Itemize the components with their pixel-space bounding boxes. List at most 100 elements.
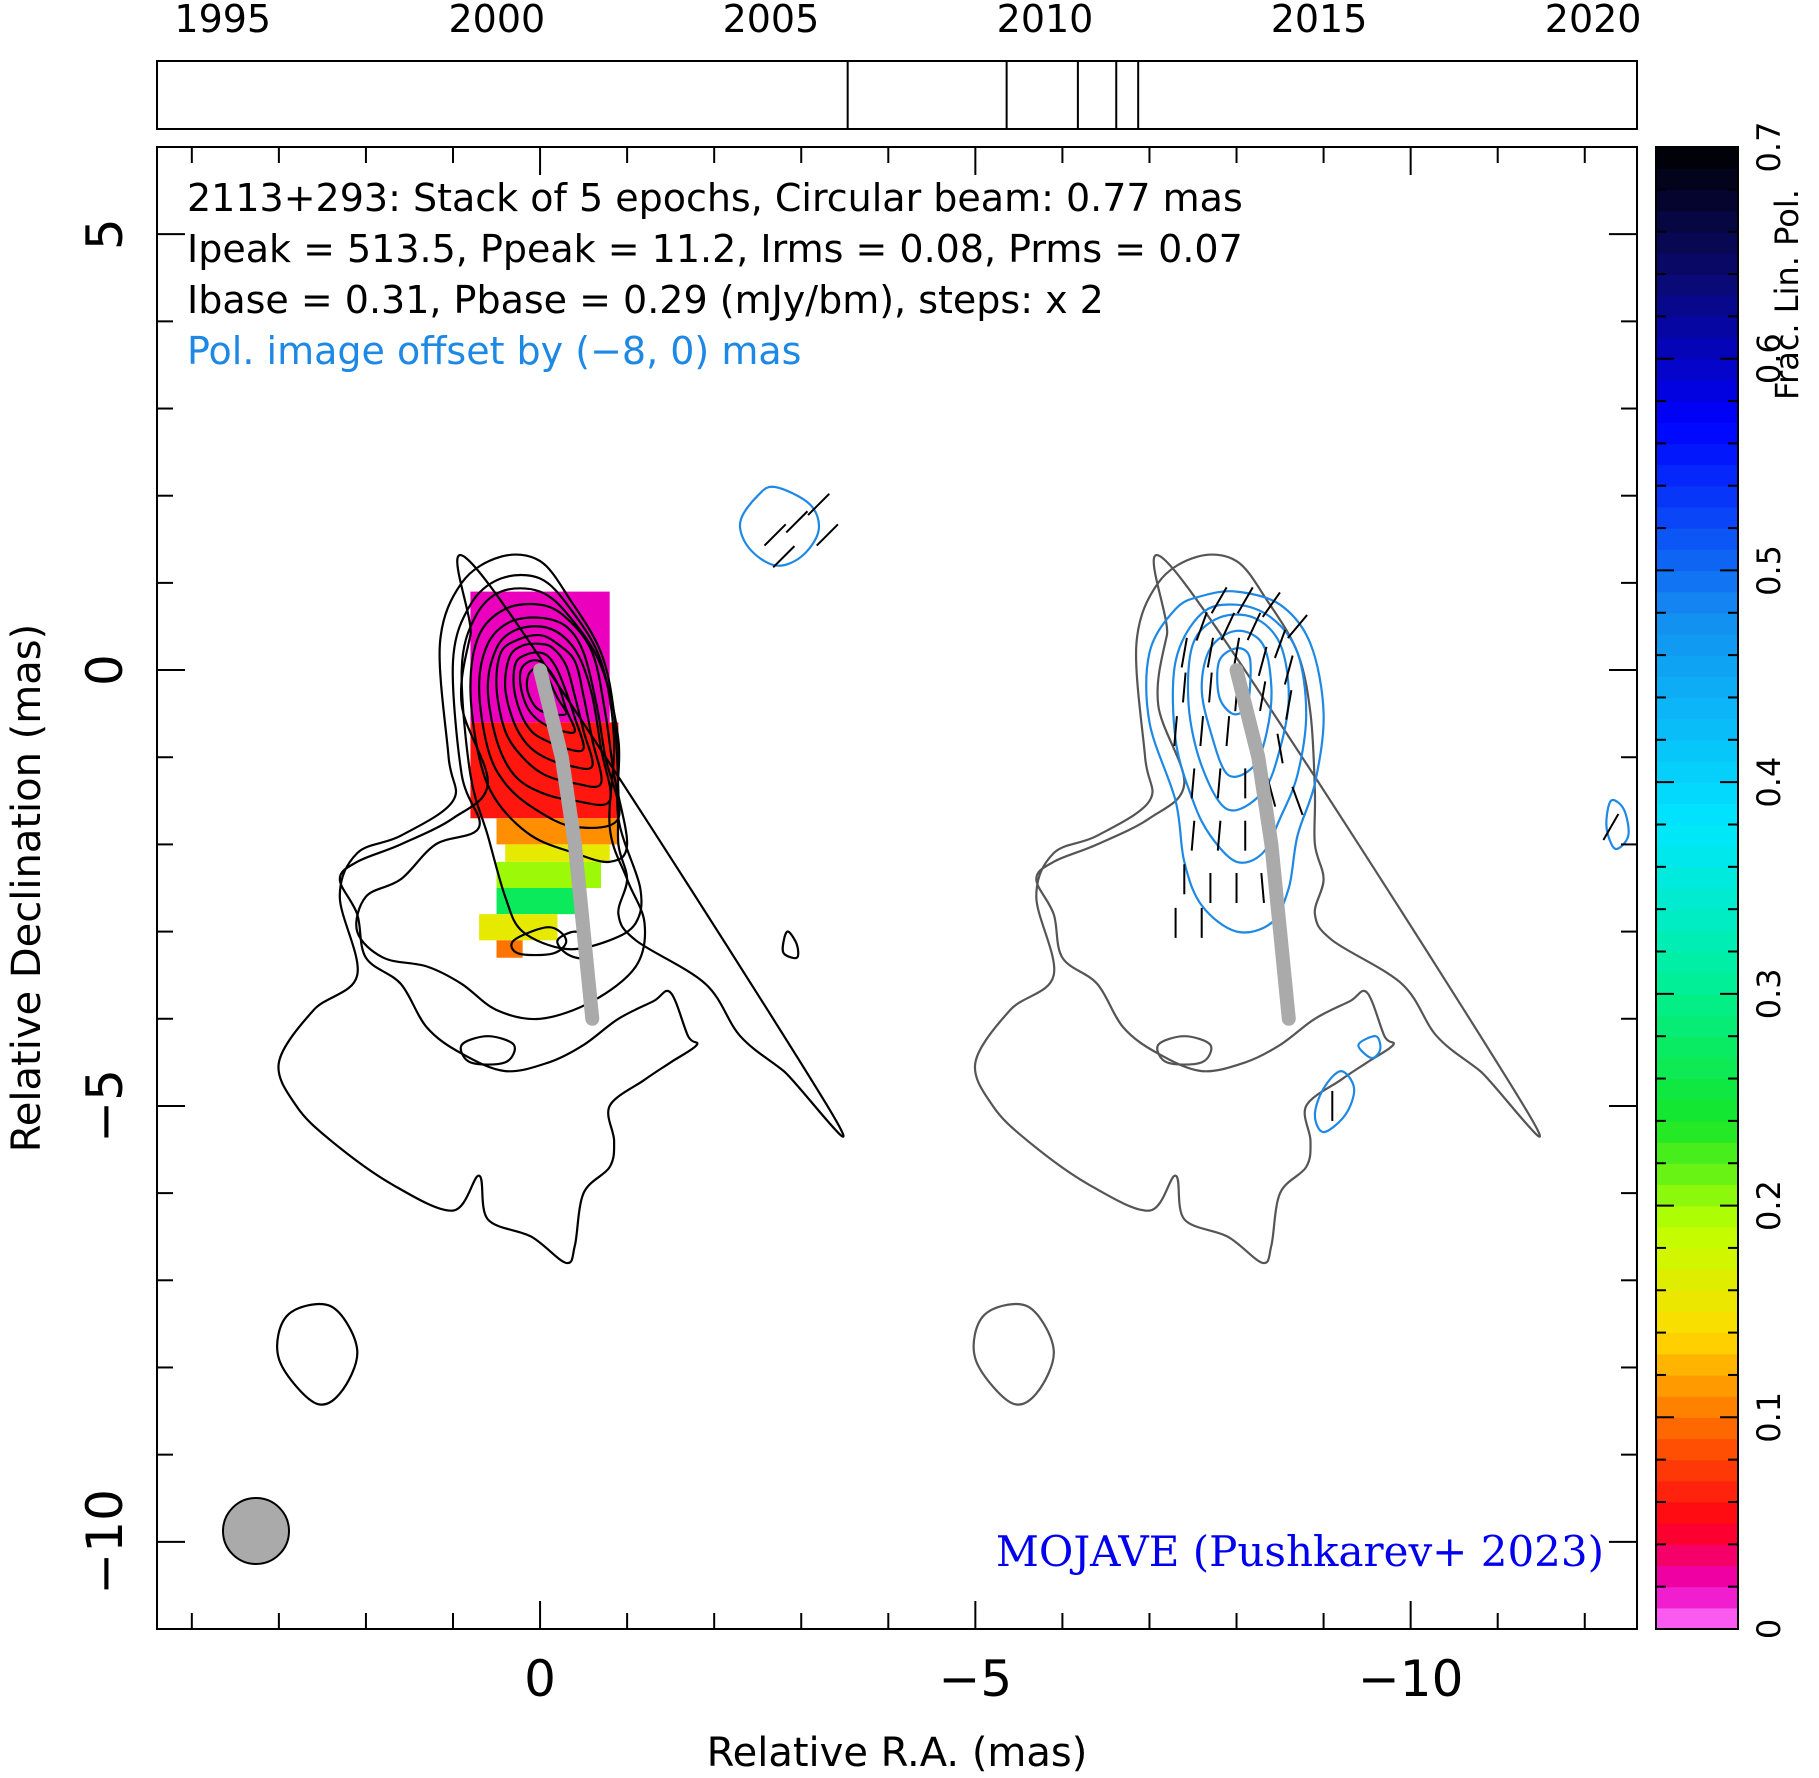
colorbar-band xyxy=(1656,930,1738,953)
colorbar-band xyxy=(1656,1565,1738,1588)
evpa-vector xyxy=(1210,586,1228,614)
colorbar-band xyxy=(1656,231,1738,254)
y-tick-label: 0 xyxy=(76,654,134,686)
colorbar: 0 0.1 0.2 0.3 0.4 0.5 0.6 0.7 Frac. Lin. Pol. xyxy=(1655,122,1806,1639)
colorbar-tick-label: 0.5 xyxy=(1750,545,1788,596)
colorbar-band xyxy=(1656,1015,1738,1037)
evpa-vector xyxy=(1220,612,1236,641)
timeline-frame xyxy=(156,60,1638,130)
evpa-vector xyxy=(1257,646,1268,677)
colorbar-band xyxy=(1656,1459,1738,1482)
colorbar-band xyxy=(1656,1311,1738,1334)
y-axis-label: Relative Declination (mas) xyxy=(4,624,50,1152)
colorbar-tick-label: 0.4 xyxy=(1750,757,1788,808)
colorbar-band xyxy=(1656,803,1738,826)
evpa-vector xyxy=(1273,629,1287,659)
evpa-vector xyxy=(1291,786,1304,816)
intensity-contours xyxy=(276,553,845,1406)
ridge-lines xyxy=(533,663,1296,1026)
y-tick-label: −5 xyxy=(76,1069,134,1143)
y-tick-label: −10 xyxy=(76,1489,134,1595)
evpa-vector xyxy=(816,523,839,547)
colorbar-band xyxy=(1656,1501,1738,1524)
colorbar-band xyxy=(1656,909,1738,931)
offset-note: Pol. image offset by (−8, 0) mas xyxy=(187,329,801,373)
intensity-contour xyxy=(486,625,612,807)
intensity-contour xyxy=(460,587,643,951)
beam-ellipse xyxy=(222,1497,290,1565)
evpa-vector xyxy=(1199,716,1205,747)
evpa-vector xyxy=(1180,637,1188,668)
evpa-vector xyxy=(1259,681,1267,712)
colorbar-band xyxy=(1656,506,1738,529)
colorbar-band xyxy=(1656,274,1738,296)
polarization-contour-island xyxy=(1357,1035,1382,1060)
colorbar-band xyxy=(1656,888,1738,910)
evpa-vector xyxy=(1190,820,1196,851)
y-tick-label: 5 xyxy=(76,218,134,250)
colorbar-band xyxy=(1656,591,1738,614)
header-line-3: Ibase = 0.31, Pbase = 0.29 (mJy/bm), ste… xyxy=(187,278,1104,322)
intensity-contour xyxy=(503,642,594,771)
evpa-vector xyxy=(1206,637,1215,668)
colorbar-band xyxy=(1656,1184,1738,1207)
colorbar-band xyxy=(1656,1607,1738,1630)
colorbar-label: Frac. Lin. Pol. xyxy=(1768,189,1806,400)
intensity-contour-island xyxy=(459,1035,516,1066)
evpa-vector xyxy=(1261,591,1281,618)
colorbar-tick-label: 0.3 xyxy=(1750,968,1788,1019)
colorbar-tick-label: 0 xyxy=(1750,1619,1788,1639)
colorbar-band xyxy=(1656,760,1738,783)
colorbar-band xyxy=(1656,697,1738,720)
timeline-year-label: 1995 xyxy=(174,0,271,41)
evpa-vector xyxy=(785,510,809,534)
credit-label: MOJAVE (Pushkarev+ 2023) xyxy=(996,1527,1604,1576)
colorbar-band xyxy=(1656,1417,1738,1440)
colorbar-frame xyxy=(1655,146,1739,1630)
header-line-1: 2113+293: Stack of 5 epochs, Circular be… xyxy=(187,176,1243,220)
evpa-vector xyxy=(772,545,796,569)
intensity-contour-offset-island xyxy=(972,1302,1055,1406)
colorbar-band xyxy=(1656,316,1738,339)
evpa-vector xyxy=(1173,716,1178,747)
x-tick-label: 0 xyxy=(524,1650,556,1708)
fpol-pixel-patch xyxy=(496,888,584,915)
colorbar-band xyxy=(1656,972,1738,995)
timeline-year-label: 2015 xyxy=(1271,0,1368,41)
header-line-2: Ipeak = 513.5, Ppeak = 11.2, Irms = 0.08… xyxy=(187,227,1243,271)
colorbar-band xyxy=(1656,295,1738,317)
colorbar-band xyxy=(1656,824,1738,847)
x-tick-label: −10 xyxy=(1358,1650,1464,1708)
colorbar-tick-label: 0.1 xyxy=(1750,1392,1788,1443)
evpa-vector xyxy=(1283,655,1294,685)
intensity-contour-island xyxy=(781,930,800,960)
ridge-line-offset xyxy=(1229,663,1296,1026)
intensity-contour xyxy=(469,602,629,864)
intensity-contour-island xyxy=(510,926,568,957)
colorbar-band xyxy=(1656,1480,1738,1503)
intensity-contour xyxy=(525,667,568,717)
colorbar-band xyxy=(1656,1353,1738,1376)
colorbar-band xyxy=(1656,443,1738,466)
polarization-contour-island xyxy=(1313,1069,1356,1134)
colorbar-band xyxy=(1656,782,1738,804)
colorbar-band xyxy=(1656,1374,1738,1397)
evpa-vector xyxy=(1236,586,1254,614)
colorbar-band xyxy=(1656,633,1738,656)
evpa-vector xyxy=(1190,768,1196,799)
colorbar-band xyxy=(1656,612,1738,635)
colorbar-band xyxy=(1656,1226,1738,1249)
map-panel: 0 −5 −10 5 0 −5 −10 2113+293: Stack of 5 epoch… xyxy=(4,146,1638,1776)
evpa-vector xyxy=(1195,612,1208,641)
evpa-vector xyxy=(763,523,787,547)
colorbar-band xyxy=(1656,1586,1738,1609)
colorbar-band xyxy=(1656,845,1738,868)
evpa-vector xyxy=(1285,689,1293,720)
plot-background xyxy=(157,147,1637,1629)
colorbar-band xyxy=(1656,1544,1738,1567)
fpol-pixel-patch xyxy=(496,940,523,958)
colorbar-band xyxy=(1656,422,1738,444)
colorbar-band xyxy=(1656,1142,1738,1164)
colorbar-band xyxy=(1656,718,1738,741)
